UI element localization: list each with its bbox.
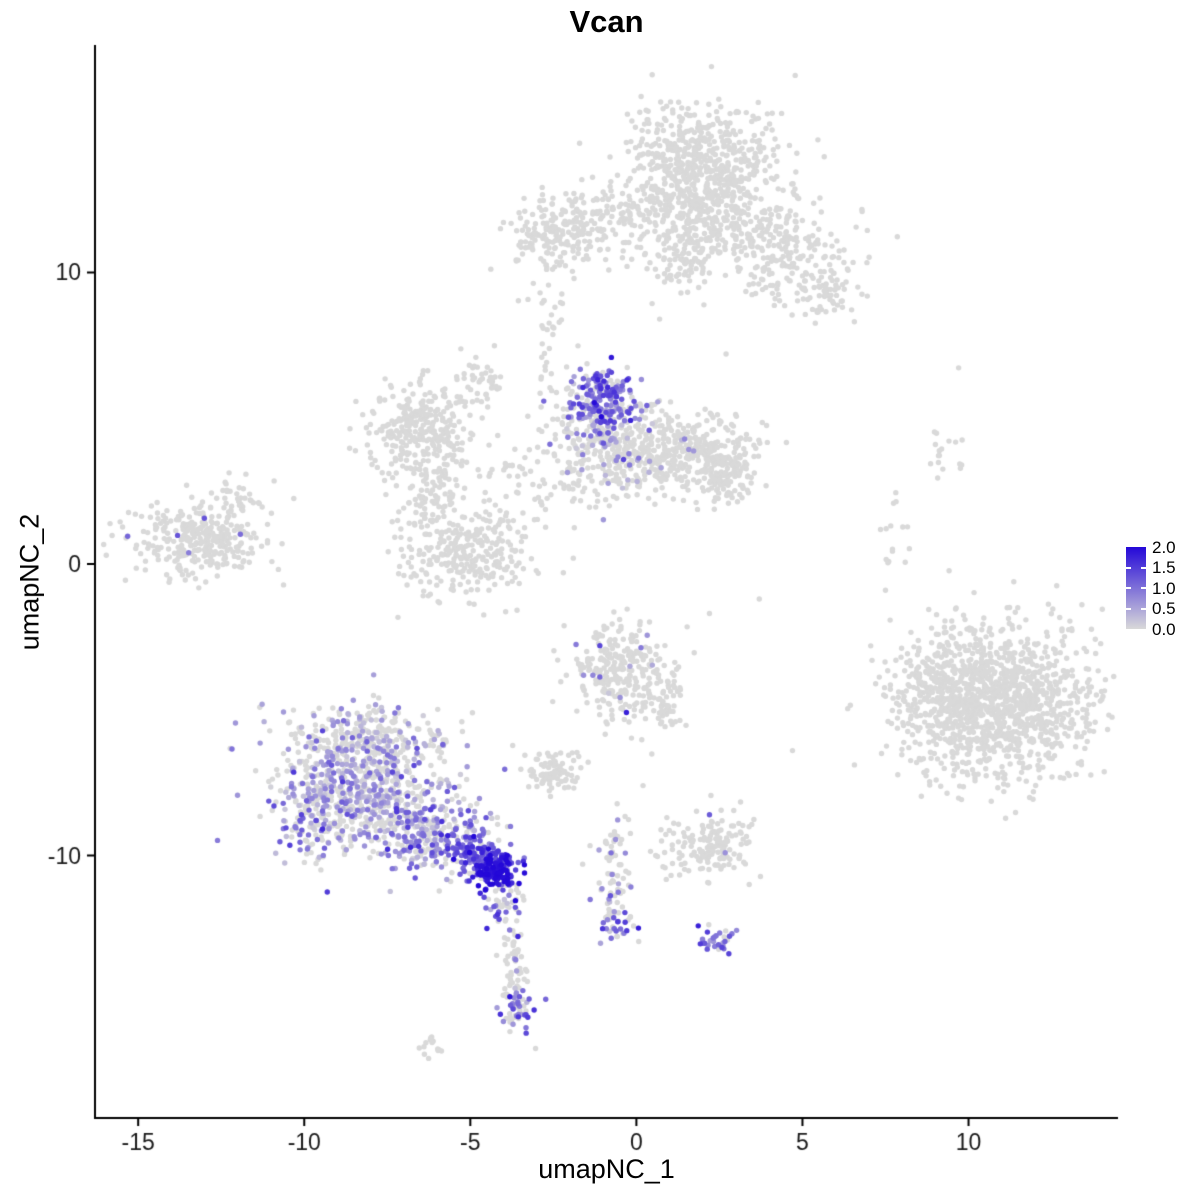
legend-gradient-bar	[1126, 547, 1146, 629]
expression-legend: 2.0 1.5 1.0 0.5 0.0	[1126, 539, 1200, 639]
legend-tick-label: 0.0	[1152, 619, 1176, 639]
y-axis-title: umapNC_2	[14, 513, 45, 651]
plot-title: Vcan	[569, 4, 644, 39]
legend-tick-label: 0.5	[1152, 599, 1176, 618]
legend-tick-mark	[1141, 587, 1146, 589]
legend-tick-label: 2.0	[1152, 537, 1176, 557]
legend-tick-label: 1.5	[1152, 558, 1176, 577]
legend-tick-mark	[1126, 566, 1131, 569]
legend-tick-mark	[1141, 607, 1146, 610]
legend-tick-mark	[1126, 587, 1131, 589]
legend-tick-label: 1.0	[1152, 578, 1176, 598]
x-axis-title: umapNC_1	[538, 1154, 675, 1184]
legend-tick-mark	[1141, 566, 1146, 569]
legend-tick-mark	[1126, 607, 1131, 610]
